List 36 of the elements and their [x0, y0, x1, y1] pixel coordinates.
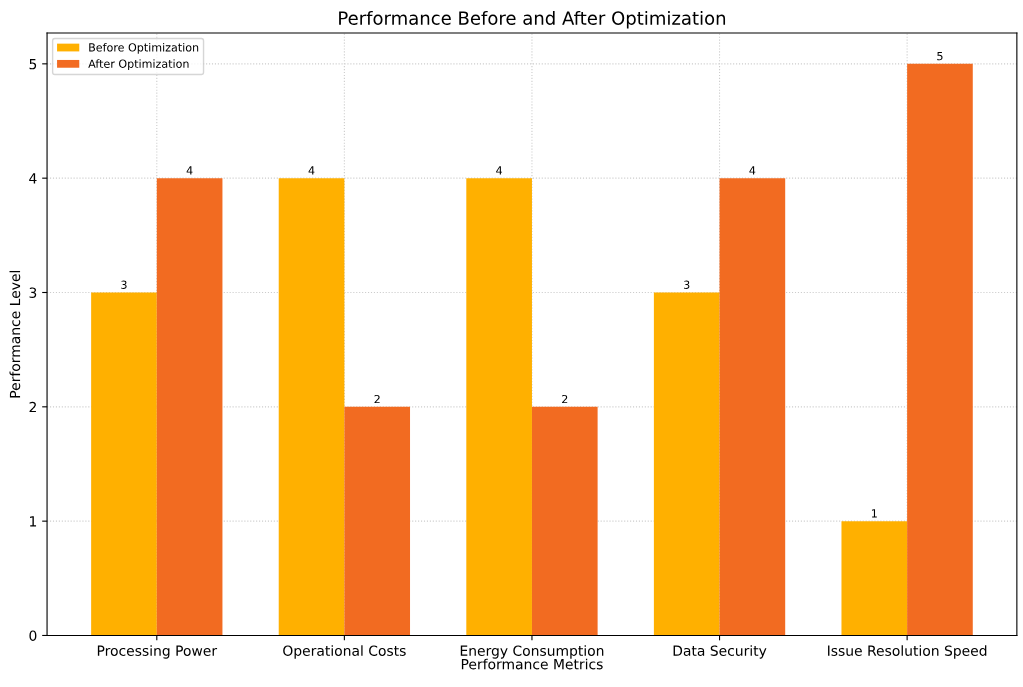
bar — [344, 406, 411, 636]
x-tick-label: Data Security — [673, 645, 767, 659]
bar — [907, 63, 973, 636]
y-axis-title: Performance Level — [9, 270, 21, 398]
bar — [91, 292, 157, 636]
legend-label: Before Optimization — [89, 42, 199, 54]
bar — [531, 406, 598, 636]
y-tick-label: 5 — [29, 58, 37, 70]
data-label: 4 — [749, 166, 756, 175]
data-label: 4 — [186, 166, 193, 175]
chart-title: Performance Before and After Optimization — [339, 10, 726, 29]
bar — [466, 178, 532, 636]
bar — [841, 521, 908, 636]
bar — [719, 178, 786, 636]
bar — [653, 292, 720, 636]
data-label: 2 — [562, 394, 568, 404]
x-tick-label: Operational Costs — [283, 645, 406, 659]
x-tick-label: Issue Resolution Speed — [828, 645, 987, 659]
data-label: 3 — [121, 280, 127, 289]
y-tick-label: 0 — [29, 630, 37, 641]
x-axis-title: Performance Metrics — [461, 658, 603, 670]
data-label: 1 — [871, 509, 877, 518]
y-tick-label: 4 — [29, 173, 37, 184]
bar — [156, 178, 223, 636]
data-label: 2 — [374, 394, 380, 404]
data-label: 3 — [684, 280, 690, 289]
y-tick-label: 2 — [29, 401, 36, 413]
y-tick-label: 1 — [30, 516, 37, 527]
data-label: 5 — [937, 52, 943, 61]
data-label: 4 — [308, 166, 315, 175]
x-tick-label: Energy Consumption — [460, 645, 604, 659]
data-label: 4 — [496, 166, 503, 175]
y-tick-label: 3 — [29, 287, 37, 298]
bar — [278, 178, 345, 636]
x-tick-label: Processing Power — [97, 645, 218, 659]
legend-label: After Optimization — [88, 59, 189, 71]
